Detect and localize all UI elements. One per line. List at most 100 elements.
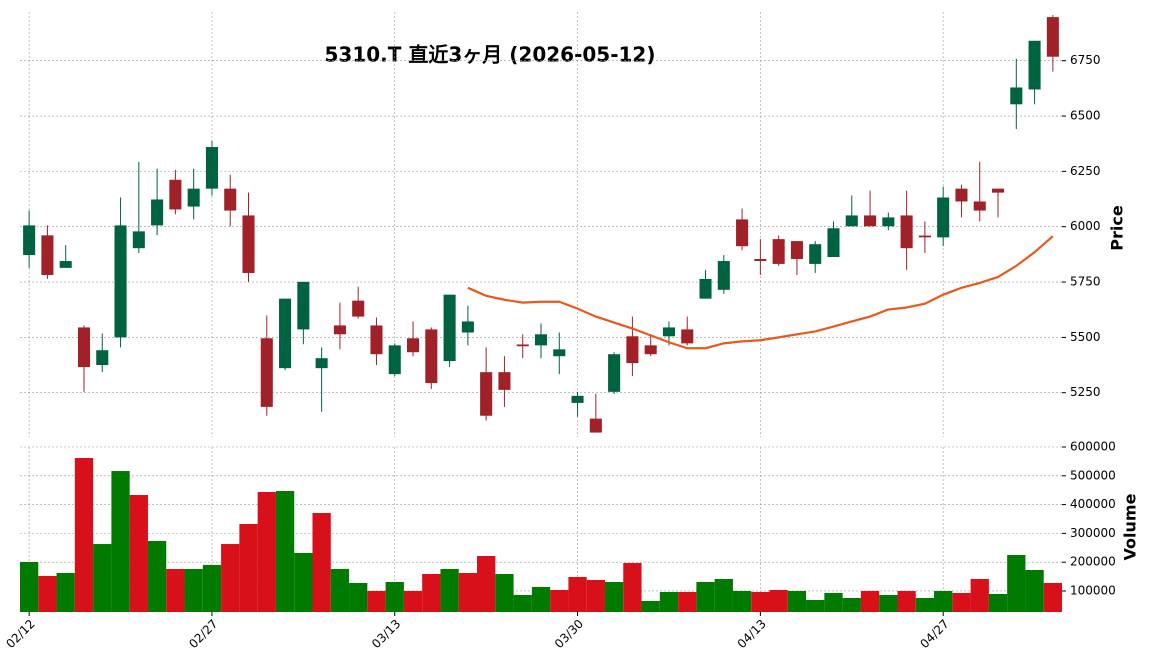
volume-bar xyxy=(257,492,276,612)
candle-body xyxy=(498,372,511,390)
y-tick-label: 200000 xyxy=(1070,555,1116,569)
volume-bar xyxy=(440,568,459,612)
candle-body xyxy=(681,329,694,344)
volume-bar xyxy=(275,491,295,612)
candle-body xyxy=(534,334,548,346)
volume-bar xyxy=(403,590,423,612)
candle-body xyxy=(717,261,730,290)
volume-bar xyxy=(202,564,222,612)
volume-bar xyxy=(129,495,148,612)
candle-body xyxy=(132,231,145,249)
candle-body xyxy=(516,344,529,347)
volume-bar xyxy=(349,582,368,612)
candle-body xyxy=(955,188,968,202)
volume-bar xyxy=(934,590,953,612)
candle-body xyxy=(882,217,895,227)
y-tick-label: 600000 xyxy=(1070,440,1116,454)
candle-body xyxy=(23,225,36,256)
y-tick-label: 500000 xyxy=(1070,468,1116,482)
volume-bar xyxy=(1043,582,1062,612)
volume-bar xyxy=(458,572,478,612)
volume-bar xyxy=(38,576,57,612)
candle-body xyxy=(845,215,858,227)
candle-body xyxy=(626,336,639,364)
candle-body xyxy=(1028,40,1041,90)
volume-bar xyxy=(659,591,679,612)
volume-bar xyxy=(842,597,861,612)
candle-body xyxy=(480,372,493,416)
volume-bar xyxy=(166,568,185,612)
volume-bar xyxy=(769,589,788,612)
volume-bar xyxy=(111,471,130,612)
volume-bar xyxy=(330,568,350,612)
y-tick-label: 5750 xyxy=(1070,275,1101,289)
candle-body xyxy=(991,188,1005,193)
x-tick-label: 03/13 xyxy=(369,617,403,651)
volume-bar xyxy=(239,524,258,612)
volume-bar xyxy=(732,590,752,612)
volume-bar xyxy=(93,544,112,612)
candle-body xyxy=(790,241,803,260)
candle-body xyxy=(59,261,72,268)
candle-body xyxy=(388,345,401,375)
volume-bar xyxy=(1007,554,1026,612)
volume-bar xyxy=(714,578,733,612)
x-tick-label: 02/27 xyxy=(186,617,220,651)
x-tick-label: 04/13 xyxy=(735,617,769,651)
volume-bar xyxy=(678,591,697,612)
candle-body xyxy=(425,329,438,383)
y-tick-label: 6250 xyxy=(1070,164,1101,178)
volume-bar xyxy=(952,592,971,612)
candle-body xyxy=(589,418,602,433)
volume-bar xyxy=(74,458,94,612)
volume-bar xyxy=(860,590,880,612)
y-axis-label: Price xyxy=(1108,205,1127,251)
candle-body xyxy=(864,215,877,227)
candle-body xyxy=(608,354,621,392)
candle-body xyxy=(315,358,328,369)
y-tick-label: 6500 xyxy=(1070,109,1101,123)
candle-body xyxy=(114,225,127,338)
candle-body xyxy=(973,201,986,211)
volume-bar xyxy=(550,589,569,612)
volume-bar xyxy=(1025,569,1044,612)
candle-body xyxy=(754,259,767,262)
volume-bar xyxy=(495,573,514,612)
moving-average-line xyxy=(467,235,1054,350)
y-tick-label: 5250 xyxy=(1070,385,1101,399)
volume-bar xyxy=(806,599,825,612)
candle-body xyxy=(169,179,182,210)
y-tick-label: 6750 xyxy=(1070,53,1101,67)
candle-body xyxy=(187,188,200,207)
candle-body xyxy=(827,228,840,258)
candle-body xyxy=(553,349,566,357)
volume-bar xyxy=(568,576,587,612)
volume-bar xyxy=(988,593,1008,612)
volume-bar xyxy=(20,561,39,612)
candle-body xyxy=(41,235,54,275)
candle-body xyxy=(205,147,218,189)
volume-bar xyxy=(970,578,989,612)
volume-bar xyxy=(897,590,916,612)
candle-body xyxy=(937,197,950,238)
volume-bar xyxy=(604,581,624,612)
volume-bar xyxy=(56,572,75,612)
candle-body xyxy=(77,327,91,368)
x-tick-label: 02/12 xyxy=(3,617,37,651)
volume-bar xyxy=(513,594,532,612)
candle-body xyxy=(644,345,657,355)
candle-body xyxy=(443,294,456,362)
candle-body xyxy=(260,338,273,407)
volume-bar xyxy=(641,600,660,612)
volume-bar xyxy=(879,594,898,612)
candle-body xyxy=(279,298,292,369)
y-tick-label: 6000 xyxy=(1070,219,1101,233)
volume-bar xyxy=(477,555,496,612)
y-tick-label: 5500 xyxy=(1070,330,1101,344)
candle-body xyxy=(699,278,712,299)
candle-body xyxy=(370,325,383,355)
volume-bar xyxy=(294,552,313,612)
candle-body xyxy=(571,395,584,403)
y-axis-label: Volume xyxy=(1121,493,1140,560)
